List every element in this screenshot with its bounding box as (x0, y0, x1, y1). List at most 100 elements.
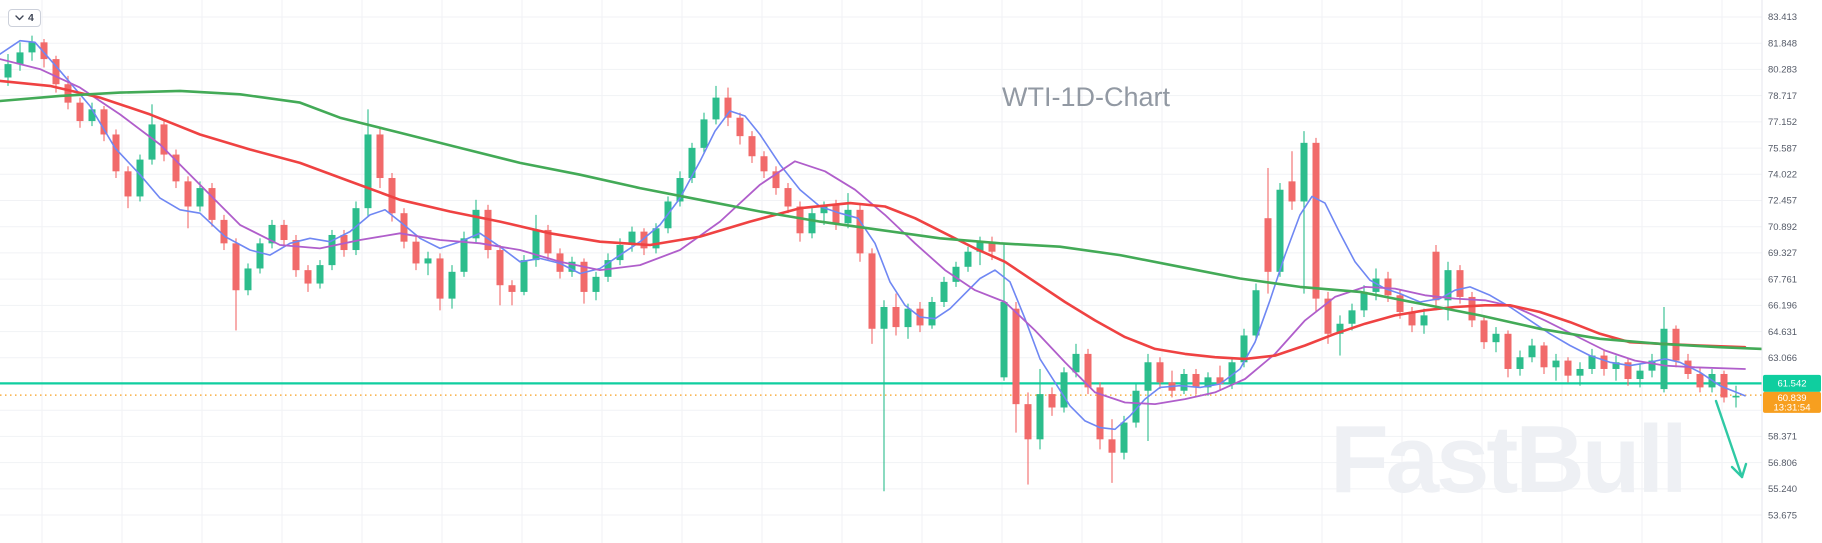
trend-arrow-drawing[interactable] (1714, 399, 1748, 479)
candle-body (1300, 142, 1308, 202)
candle-body (1516, 357, 1524, 369)
candle-body (1324, 298, 1332, 334)
axis-tick-label: 53.675 (1768, 510, 1797, 521)
candle-body (16, 52, 24, 65)
candle-body (472, 209, 480, 239)
candle-body (928, 301, 936, 326)
candle-body (1060, 372, 1068, 408)
candle-body (64, 84, 72, 103)
candle-body (772, 171, 780, 189)
candle-body (880, 306, 888, 329)
candle-body (88, 109, 96, 122)
candle-body (112, 134, 120, 172)
candle-body (1540, 345, 1548, 368)
candle-body (1180, 373, 1188, 391)
candle-body (940, 281, 948, 302)
axis-tick-label: 66.196 (1768, 301, 1797, 312)
candle-body (748, 136, 756, 157)
candle-body (316, 265, 324, 284)
candle-body (1408, 312, 1416, 326)
axis-tick-label: 78.717 (1768, 91, 1797, 102)
candle-body (592, 276, 600, 292)
candle-body (1084, 353, 1092, 388)
candle-body (1528, 345, 1536, 358)
candle-body (460, 238, 468, 272)
chevron-down-icon (15, 15, 24, 21)
support-price-badge[interactable] (1763, 374, 1821, 392)
ma-mid-purple (0, 58, 1746, 405)
candle-body (376, 134, 384, 179)
candle-body (352, 208, 360, 251)
candle-body (1372, 278, 1380, 292)
candle-body (688, 147, 696, 179)
candle-body (1024, 404, 1032, 440)
axis-tick-label: 75.587 (1768, 143, 1797, 154)
candle-body (148, 124, 156, 160)
axis-tick-label: 55.240 (1768, 484, 1797, 495)
candle-body (292, 239, 300, 271)
candle-body (736, 117, 744, 137)
axis-tick-label: 64.631 (1768, 327, 1797, 338)
candle-body (1468, 296, 1476, 321)
candle-body (520, 260, 528, 292)
candle-body (412, 241, 420, 264)
candle-body (1636, 370, 1644, 380)
objects-count-button[interactable]: 4 (8, 9, 41, 27)
axis-tick-label: 72.457 (1768, 196, 1797, 207)
candlestick-series[interactable] (4, 35, 1740, 492)
last-price-badge[interactable] (1763, 391, 1821, 413)
candle-body (1312, 142, 1320, 299)
candle-body (1720, 373, 1728, 398)
candle-body (1504, 333, 1512, 369)
candle-body (256, 243, 264, 269)
candle-body (1648, 360, 1656, 371)
horizontal-price-lines[interactable] (0, 382, 1762, 396)
candle-body (1144, 362, 1152, 391)
axis-panel[interactable] (1762, 0, 1822, 543)
ma-fast-blue (0, 39, 1746, 431)
candle-body (208, 188, 216, 220)
candle-body (1348, 310, 1356, 324)
candle-body (508, 285, 516, 292)
candle-body (136, 159, 144, 197)
candle-body (328, 234, 336, 266)
candle-body (484, 209, 492, 251)
candle-body (4, 64, 12, 78)
last-price-badge-time: 13:31:54 (1774, 402, 1811, 413)
candle-body (436, 258, 444, 299)
price-axis[interactable]: 83.413 81.848 80.283 78.717 77.152 75.587 74.0… (1761, 0, 1822, 543)
candle-body (544, 229, 552, 254)
candle-body (268, 224, 276, 244)
candle-body (1036, 394, 1044, 440)
candle-body (1384, 278, 1392, 296)
axis-tick-label: 74.022 (1768, 169, 1797, 180)
ma-slow-red (0, 79, 1747, 361)
candle-body (1396, 295, 1404, 313)
candle-body (976, 241, 984, 252)
candle-body (160, 124, 168, 155)
candle-body (640, 231, 648, 249)
moving-average-lines (0, 39, 1764, 431)
candle-body (616, 245, 624, 261)
candle-body (1108, 439, 1116, 453)
candle-body (1576, 368, 1584, 376)
arrow-shaft[interactable] (1714, 399, 1744, 479)
axis-tick-label: 69.327 (1768, 248, 1797, 259)
candle-body (1564, 360, 1572, 376)
candle-body (1216, 377, 1224, 385)
candle-body (304, 270, 312, 284)
candle-body (1012, 308, 1020, 405)
candle-body (952, 266, 960, 282)
candle-body (832, 204, 840, 224)
axis-tick-label: 83.413 (1768, 12, 1797, 23)
axis-tick-label: 63.066 (1768, 353, 1797, 364)
arrow-head (1730, 462, 1748, 479)
axis-tick-label: 58.371 (1768, 432, 1797, 443)
candle-body (808, 213, 816, 234)
candle-body (1132, 390, 1140, 423)
candle-body (964, 251, 972, 267)
candle-body (448, 271, 456, 299)
candle-body (1612, 362, 1620, 369)
